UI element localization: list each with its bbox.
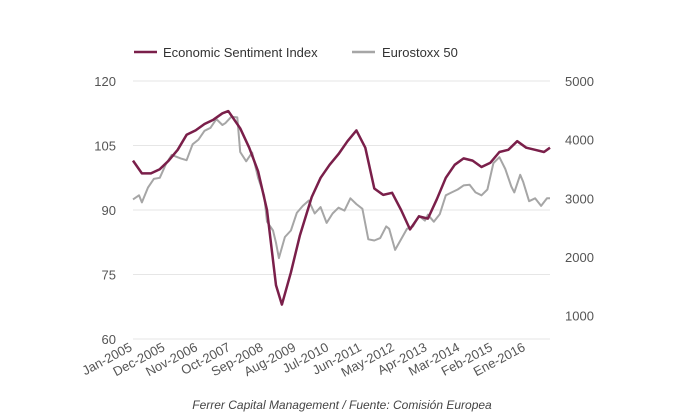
right-tick-label: 2000 (565, 250, 594, 265)
left-tick-label: 120 (94, 74, 116, 89)
right-tick-label: 5000 (565, 74, 594, 89)
series-lines (131, 109, 551, 306)
legend-label-eurostoxx: Eurostoxx 50 (382, 45, 458, 60)
right-tick-label: 3000 (565, 191, 594, 206)
left-tick-label: 90 (102, 203, 116, 218)
left-tick-label: 60 (102, 332, 116, 347)
series-line-economic-sentiment-index (131, 109, 551, 306)
left-tick-label: 75 (102, 268, 116, 283)
legend: Economic Sentiment Index Eurostoxx 50 (134, 45, 458, 60)
x-axis-ticks: Jan-2005Dec-2005Nov-2006Oct-2007Sep-2008… (79, 339, 527, 379)
right-tick-label: 4000 (565, 133, 594, 148)
source-caption: Ferrer Capital Management / Fuente: Comi… (192, 398, 492, 412)
right-tick-label: 1000 (565, 309, 594, 324)
series-line-eurostoxx-50 (132, 115, 550, 260)
right-axis-ticks: 1000 2000 3000 4000 5000 (565, 74, 594, 324)
legend-label-esi: Economic Sentiment Index (163, 45, 318, 60)
left-tick-label: 105 (94, 139, 116, 154)
left-axis-ticks: 60 75 90 105 120 (94, 74, 116, 347)
